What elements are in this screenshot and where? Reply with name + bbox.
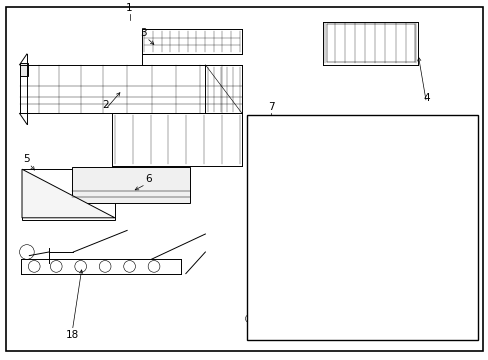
Bar <box>22 169 115 220</box>
Text: 17: 17 <box>287 223 300 233</box>
Text: 8: 8 <box>343 328 350 338</box>
Text: 5: 5 <box>22 154 29 164</box>
Text: 7: 7 <box>267 102 274 112</box>
Text: 3: 3 <box>140 28 146 38</box>
Text: 6: 6 <box>145 174 152 184</box>
FancyBboxPatch shape <box>253 134 299 163</box>
Bar <box>20 63 28 76</box>
Polygon shape <box>22 169 115 218</box>
Text: 1: 1 <box>126 3 133 13</box>
Text: 15: 15 <box>292 262 305 272</box>
Text: 2: 2 <box>102 100 108 110</box>
Bar <box>72 167 189 203</box>
Text: 11: 11 <box>452 327 466 337</box>
Text: 13: 13 <box>265 217 279 227</box>
Text: 12: 12 <box>403 327 417 337</box>
FancyBboxPatch shape <box>251 292 310 329</box>
FancyBboxPatch shape <box>314 239 333 254</box>
Text: 4: 4 <box>422 93 429 103</box>
Text: 10: 10 <box>313 330 326 341</box>
Text: 14: 14 <box>297 244 310 254</box>
FancyBboxPatch shape <box>385 134 430 163</box>
Text: 16: 16 <box>399 210 413 220</box>
Text: 18: 18 <box>65 330 79 341</box>
Circle shape <box>302 260 320 277</box>
Bar <box>246 115 477 340</box>
Polygon shape <box>400 288 425 328</box>
Text: 9: 9 <box>265 330 272 341</box>
FancyBboxPatch shape <box>313 288 336 313</box>
